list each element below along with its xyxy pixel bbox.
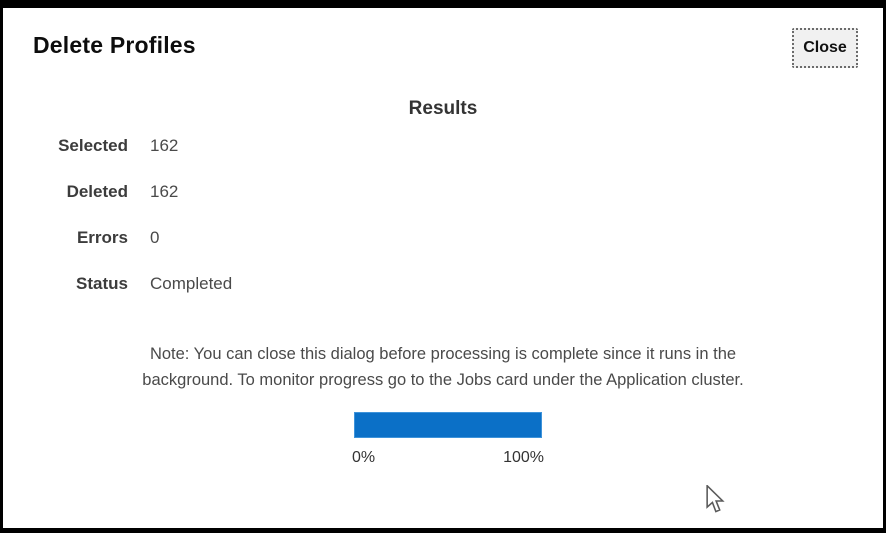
table-row: Errors 0 [0, 228, 450, 274]
delete-profiles-dialog [3, 8, 883, 528]
progress-end-label: 100% [503, 449, 544, 466]
note-text: Note: You can close this dialog before p… [0, 341, 886, 393]
status-value: Completed [150, 274, 233, 293]
table-row: Deleted 162 [0, 182, 450, 228]
dialog-title: Delete Profiles [33, 32, 196, 58]
progress-bar-fill [355, 413, 541, 437]
deleted-value: 162 [150, 182, 179, 201]
selected-value: 162 [150, 136, 179, 155]
table-row: Selected 162 [0, 136, 450, 182]
note-line-1: Note: You can close this dialog before p… [149, 345, 737, 363]
progress-start-label: 0% [352, 449, 376, 466]
status-label: Status [76, 274, 128, 293]
close-button[interactable]: Close [792, 28, 858, 68]
selected-label: Selected [58, 136, 128, 155]
results-heading: Results [408, 98, 478, 119]
table-row: Status Completed [0, 274, 450, 320]
errors-value: 0 [150, 228, 160, 247]
deleted-label: Deleted [66, 182, 128, 201]
note-line-2: background. To monitor progress go to th… [142, 371, 744, 389]
errors-label: Errors [76, 228, 128, 247]
progress-labels: 0% 100% [352, 449, 544, 467]
results-table: Selected 162 Deleted 162 Errors 0 Status… [0, 136, 450, 320]
progress-bar [354, 412, 542, 438]
